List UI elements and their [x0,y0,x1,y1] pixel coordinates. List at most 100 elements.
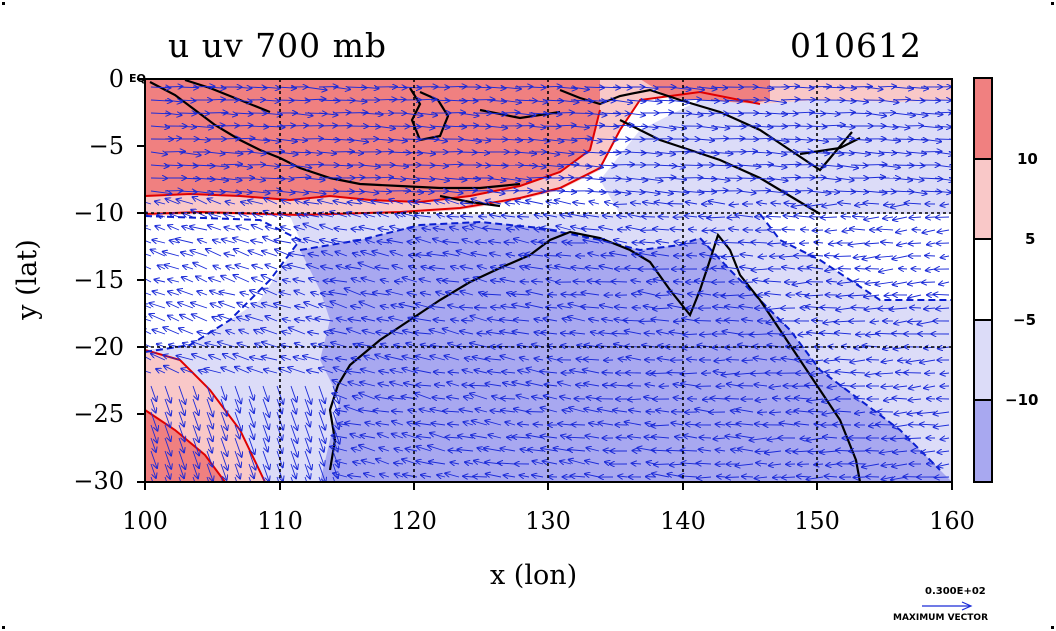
wind-vector [922,282,936,283]
wind-vector [892,113,915,116]
wind-vector [542,139,563,141]
wind-vector [654,152,675,154]
wind-vector [923,230,936,233]
wind-vector [332,240,348,243]
wind-vector [821,217,838,218]
wind-vector [724,138,745,139]
wind-vector [353,241,362,244]
wind-vector [892,152,911,154]
wind-vector [897,243,908,245]
wind-vector [906,100,925,101]
wind-vector [892,126,909,128]
wind-vector [163,252,180,257]
wind-vector [444,178,466,180]
wind-vector [193,263,208,270]
wind-vector [920,113,942,114]
wind-vector [416,178,434,179]
wind-vector [584,178,605,180]
wind-vector [473,476,488,477]
wind-vector [307,265,320,270]
wind-vector [780,99,799,100]
wind-vector [416,152,435,154]
wind-vector [388,165,408,167]
wind-vector [500,139,522,140]
wind-vector [541,228,558,230]
wind-vector [318,139,340,140]
colorbar-bin-strong-negative [974,400,992,482]
wind-vector [181,252,194,256]
wind-vector [668,191,688,193]
wind-vector [757,203,768,205]
wind-vector [556,164,578,165]
wind-vector [486,191,505,194]
wind-vector [878,165,900,168]
wind-vector [588,253,600,256]
wind-vector [618,230,628,231]
wind-vector [220,152,242,154]
wind-vector [881,242,894,243]
wind-vector [290,100,310,101]
wind-vector [685,216,698,217]
wind-vector [252,265,264,269]
wind-vector [724,113,743,114]
wind-vector [402,126,421,127]
wind-vector [434,228,446,230]
wind-vector [864,217,880,220]
wind-vector [801,229,810,230]
wind-vector [409,266,418,269]
wind-vector [402,152,422,153]
wind-vector [145,253,152,257]
wind-vector [570,126,589,128]
wind-vector [279,214,292,217]
y-axis-label: y (lat) [11,239,43,320]
wind-vector [446,200,460,205]
wind-vector [366,240,376,243]
wind-vector [654,191,673,194]
wind-vector [461,203,474,204]
colorbar [973,77,993,483]
wind-vector [836,138,854,139]
wind-vector [866,451,880,452]
wind-vector [178,152,201,155]
wind-vector [408,242,418,243]
wind-vector [318,191,338,192]
wind-vector [584,191,606,192]
wind-vector [716,321,726,322]
wind-vector [766,100,786,103]
wind-vector [224,214,236,217]
wind-vector [906,87,928,89]
wind-vector [303,224,320,231]
wind-vector [640,178,663,181]
wind-vector [738,191,756,193]
wind-vector [640,126,657,128]
wind-vector [290,125,308,126]
wind-vector [346,191,364,192]
shade-weak-negative-ne [600,100,952,214]
colorbar-bin-weak-negative [974,320,992,400]
wind-vector [248,191,270,193]
wind-vector [668,178,686,180]
vector-key-arrow [922,601,973,611]
wind-vector [838,203,852,204]
wind-vector [290,177,310,178]
wind-vector [381,280,390,282]
wind-vector [451,267,460,270]
x-tick-label: 130 [525,507,571,535]
wind-vector [612,191,630,194]
wind-vector [309,278,320,282]
wind-vector [738,151,757,152]
wind-vector [430,139,447,141]
wind-vector [612,125,634,126]
wind-vector [276,125,295,126]
wind-vector [710,152,733,154]
wind-vector [573,202,586,204]
wind-vector [360,113,383,115]
x-tick-label: 110 [257,507,303,535]
wind-vector [150,191,171,194]
wind-vector [906,113,927,115]
wind-vector [507,254,516,256]
wind-vector [808,139,828,142]
wind-vector [374,152,393,153]
wind-vector [248,87,266,88]
wind-vector [766,191,787,193]
